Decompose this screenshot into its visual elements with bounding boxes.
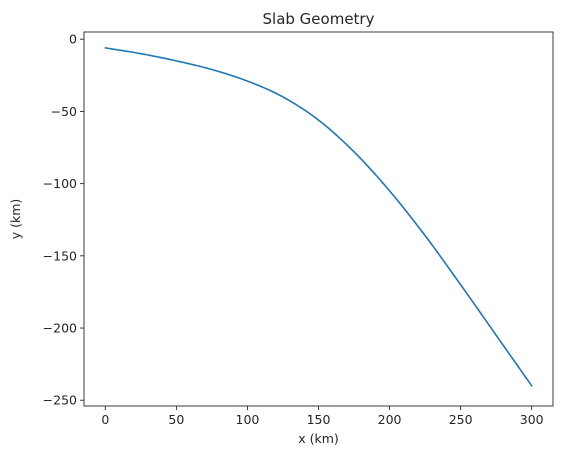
plot-area bbox=[104, 47, 533, 387]
y-tick-label: −100 bbox=[43, 176, 77, 191]
y-tick-label: −50 bbox=[51, 104, 77, 119]
y-axis: 0 −50 −100 −150 −200 −250 bbox=[43, 32, 84, 408]
x-tick-label: 50 bbox=[168, 412, 184, 427]
x-tick-label: 300 bbox=[520, 412, 544, 427]
y-tick-label: 0 bbox=[69, 32, 77, 47]
y-tick-label: −250 bbox=[43, 393, 77, 408]
x-tick-label: 0 bbox=[101, 412, 109, 427]
x-axis-label: x (km) bbox=[298, 431, 339, 446]
y-tick-label: −150 bbox=[43, 248, 77, 263]
y-tick-label: −200 bbox=[43, 321, 77, 336]
series-line bbox=[104, 47, 533, 387]
chart-title: Slab Geometry bbox=[263, 10, 375, 28]
x-tick-label: 150 bbox=[307, 412, 331, 427]
y-axis-label: y (km) bbox=[8, 199, 23, 240]
x-tick-label: 100 bbox=[236, 412, 260, 427]
x-axis: 0 50 100 150 200 250 300 bbox=[101, 406, 544, 427]
x-tick-label: 200 bbox=[378, 412, 402, 427]
plot-frame bbox=[83, 31, 554, 407]
x-tick-label: 250 bbox=[449, 412, 473, 427]
